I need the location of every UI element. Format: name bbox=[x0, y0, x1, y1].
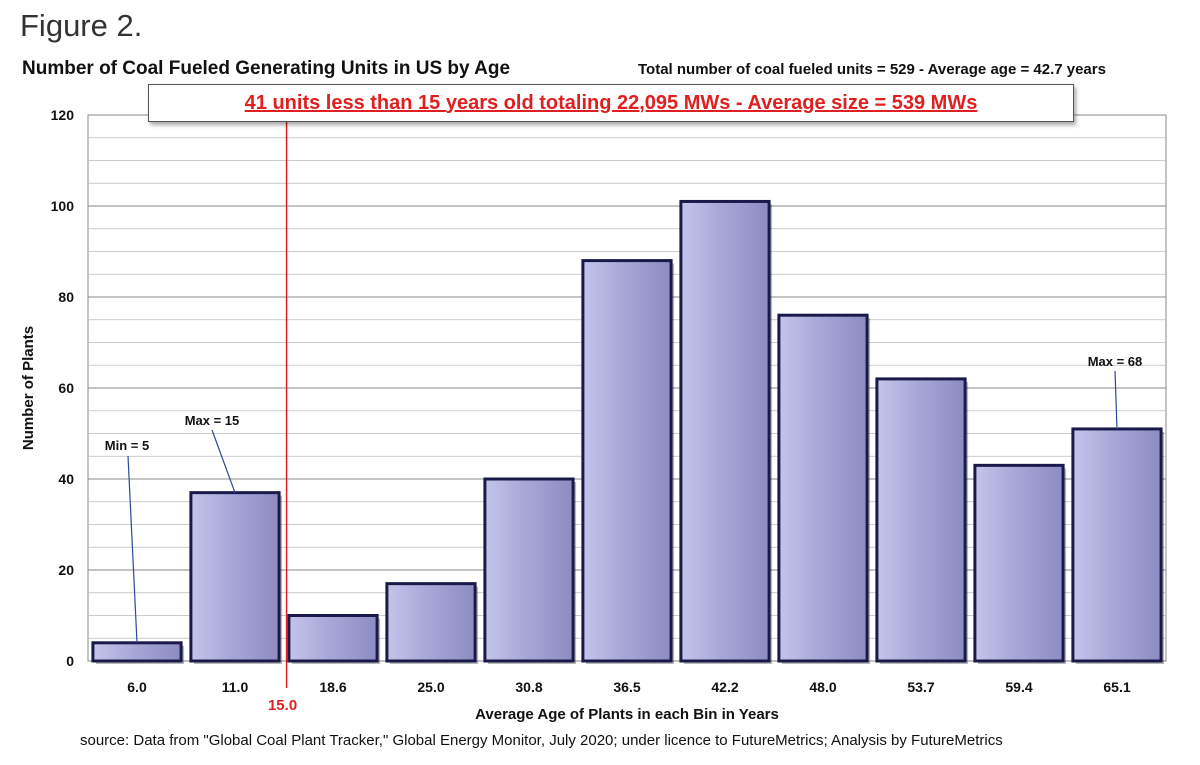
y-tick-label: 100 bbox=[51, 198, 75, 214]
bar bbox=[385, 582, 477, 663]
chart-subtitle: Total number of coal fueled units = 529 … bbox=[638, 61, 1106, 78]
bar bbox=[91, 641, 183, 663]
annotation-label: Max = 68 bbox=[1088, 354, 1143, 369]
y-tick-label: 80 bbox=[58, 289, 74, 305]
bar bbox=[189, 491, 281, 663]
bar bbox=[581, 259, 673, 663]
annotation-leader-line bbox=[127, 455, 138, 643]
chart-title: Number of Coal Fueled Generating Units i… bbox=[22, 58, 511, 79]
x-tick-label: 59.4 bbox=[1005, 679, 1032, 695]
x-tick-label: 11.0 bbox=[222, 679, 249, 695]
source-note: source: Data from "Global Coal Plant Tra… bbox=[80, 732, 1003, 749]
x-axis-label: Average Age of Plants in each Bin in Yea… bbox=[475, 706, 779, 723]
x-tick-label: 36.5 bbox=[613, 679, 640, 695]
banner-text: 41 units less than 15 years old totaling… bbox=[244, 91, 978, 114]
bar bbox=[875, 377, 967, 663]
y-tick-label: 20 bbox=[58, 562, 74, 578]
x-tick-label: 53.7 bbox=[907, 679, 934, 695]
x-tick-label: 18.6 bbox=[319, 679, 346, 695]
x-tick-labels: 6.0 11.0 18.6 25.0 30.8 36.5 42.2 48.0 53.7 59.4 6… bbox=[127, 679, 1131, 695]
figure-label: Figure 2. bbox=[20, 8, 143, 43]
bar bbox=[973, 463, 1065, 663]
x-tick-label: 6.0 bbox=[127, 679, 147, 695]
x-tick-label: 65.1 bbox=[1103, 679, 1130, 695]
x-tick-label: 48.0 bbox=[809, 679, 836, 695]
y-axis-label: Number of Plants bbox=[20, 326, 37, 450]
y-tick-label: 60 bbox=[58, 380, 74, 396]
x-tick-label: 30.8 bbox=[515, 679, 542, 695]
bar bbox=[483, 477, 575, 663]
bar bbox=[679, 199, 771, 663]
annotations: Min = 5 Max = 15 Max = 68 bbox=[105, 354, 1143, 643]
annotation-leader-line bbox=[211, 429, 236, 493]
highlight-banner: 41 units less than 15 years old totaling… bbox=[148, 84, 1074, 122]
x-tick-label: 25.0 bbox=[417, 679, 444, 695]
bar bbox=[287, 614, 379, 663]
y-tick-labels: 0 20 40 60 80 100 120 bbox=[51, 107, 75, 669]
y-tick-label: 120 bbox=[51, 107, 75, 123]
bar bbox=[777, 313, 869, 663]
annotation-label: Min = 5 bbox=[105, 438, 149, 453]
y-tick-label: 40 bbox=[58, 471, 74, 487]
bar bbox=[1071, 427, 1163, 663]
x-tick-label: 42.2 bbox=[711, 679, 738, 695]
annotation-label: Max = 15 bbox=[185, 413, 240, 428]
annotation-leader-line bbox=[1114, 370, 1118, 429]
bars bbox=[91, 199, 1165, 664]
y-tick-label: 0 bbox=[66, 653, 74, 669]
reference-line-label: 15.0 bbox=[268, 697, 297, 714]
